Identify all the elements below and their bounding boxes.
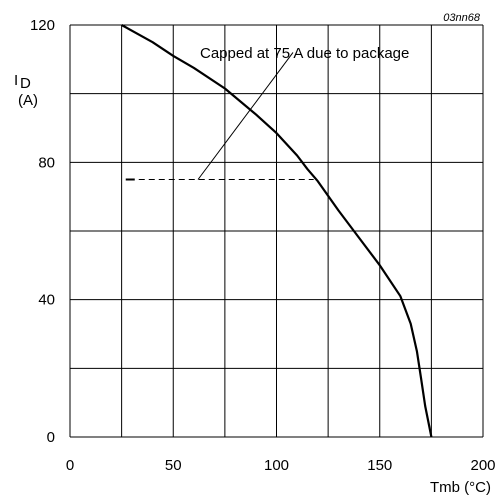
grid xyxy=(69,24,484,438)
x-tick-label: 0 xyxy=(66,457,74,474)
y-axis-label-unit: (A) xyxy=(18,92,38,109)
series-line xyxy=(121,24,433,438)
y-tick-label: 80 xyxy=(38,154,55,171)
x-axis-label: Tmb (°C) xyxy=(430,479,491,496)
annotation-leader-line xyxy=(197,52,294,180)
tick-labels: 0 50 100 150 200 0 40 80 120 xyxy=(30,17,496,474)
y-axis-label-subscript: D xyxy=(20,75,31,92)
cap-annotation: Capped at 75 A due to package xyxy=(200,45,409,62)
reference-code: 03nn68 xyxy=(443,12,481,24)
x-tick-label: 150 xyxy=(367,457,392,474)
y-axis-label-main: I xyxy=(14,72,18,89)
y-tick-label: 40 xyxy=(38,292,55,309)
y-tick-label: 120 xyxy=(30,17,55,34)
x-tick-label: 200 xyxy=(470,457,495,474)
y-tick-label: 0 xyxy=(47,429,55,446)
x-tick-label: 50 xyxy=(165,457,182,474)
x-tick-label: 100 xyxy=(264,457,289,474)
